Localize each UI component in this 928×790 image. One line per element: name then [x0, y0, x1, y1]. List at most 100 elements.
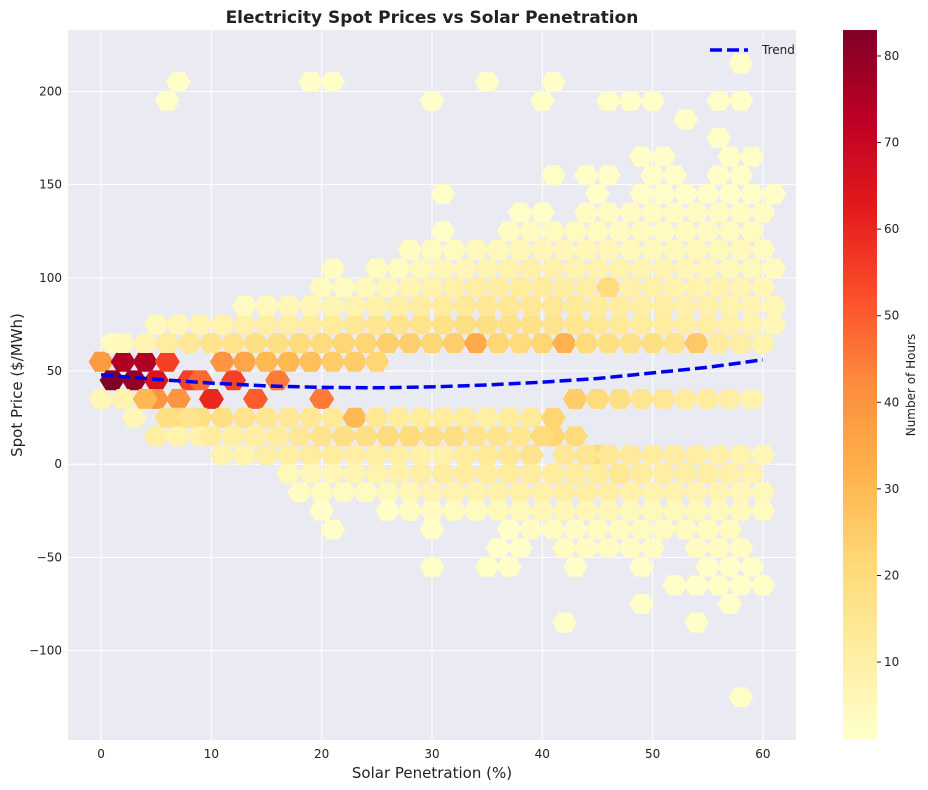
hexbin-cell: [673, 295, 699, 316]
hexbin-cell: [684, 239, 710, 260]
hexbin-cell: [585, 221, 610, 242]
hexbin-cell: [320, 407, 346, 428]
hexbin-cell: [386, 407, 412, 428]
hexbin-cell: [386, 295, 412, 316]
hexbin-cell: [507, 202, 533, 223]
hexbin-cell: [629, 258, 655, 279]
hexbin-cell: [452, 295, 478, 316]
hexbin-cell: [320, 295, 346, 316]
hexbin-cell: [298, 295, 324, 316]
hexbin-cell: [353, 277, 379, 298]
hexbin-cell: [496, 314, 522, 335]
hexbin-cell: [673, 519, 699, 540]
hexbin-cell: [562, 295, 588, 316]
hexbin-cell: [728, 687, 754, 708]
hexbin-cell: [706, 482, 732, 503]
hexbin-cell: [496, 221, 522, 242]
hexbin-cell: [529, 239, 555, 260]
x-tick-label: 40: [535, 747, 550, 761]
hexbin-cell: [452, 258, 478, 279]
hexbin-cell: [585, 519, 610, 540]
hexbin-cell: [684, 575, 710, 596]
hexbin-cell: [485, 333, 511, 353]
hexbin-cell: [640, 202, 666, 223]
hexbin-cell: [596, 482, 621, 503]
hexbin-cell: [750, 202, 776, 223]
hexbin-cell: [397, 426, 423, 447]
hexbin-cell: [419, 426, 445, 447]
hexbin-cell: [254, 295, 279, 316]
hexbin-cell: [695, 295, 721, 316]
hexbin-cell: [551, 538, 577, 558]
hexbin-cell: [562, 314, 588, 335]
hexbin-cell: [717, 519, 743, 540]
hexbin-cell: [364, 351, 390, 372]
hexbin-cell: [298, 351, 324, 372]
hexbin-cell: [673, 463, 699, 484]
hexbin-cell: [540, 72, 566, 93]
hexbin-cell: [419, 90, 445, 111]
hexbin-cell: [640, 482, 666, 503]
hexbin-cell: [496, 407, 522, 428]
hexbin-cell: [276, 295, 302, 316]
hexbin-cell: [750, 575, 776, 596]
hexbin-cell: [717, 295, 743, 316]
hexbin-cell: [695, 556, 721, 577]
hexbin-cell: [364, 295, 390, 316]
hexbin-cell: [629, 295, 655, 316]
hexbin-cell: [529, 202, 555, 223]
hexbin-cell: [452, 407, 478, 428]
hexbin-cell: [320, 351, 346, 372]
hexbin-cell: [673, 184, 699, 204]
hexbin-cell: [761, 184, 787, 204]
hexbin-cell: [629, 146, 655, 167]
hexbin-cell: [728, 500, 754, 521]
hexbin-cell: [695, 184, 721, 204]
hexbin-cell: [276, 351, 302, 372]
hexbin-cell: [342, 444, 368, 465]
hexbin-cell: [640, 538, 666, 558]
hexbin-cell: [419, 277, 445, 298]
hexbin-cell: [320, 258, 346, 279]
hexbin-cell: [540, 407, 566, 428]
hexbin-cell: [198, 426, 224, 447]
hexbin-cell: [529, 482, 555, 503]
colorbar-tick-label: 20: [884, 568, 899, 582]
hexbin-cell: [463, 333, 489, 353]
hexbin-cell: [618, 277, 643, 298]
hexbin-cell: [165, 389, 191, 409]
hexbin-cell: [187, 314, 213, 335]
hexbin-cell: [750, 239, 776, 260]
hexbin-cell: [298, 314, 324, 335]
hexbin-cell: [353, 426, 379, 447]
hexbin-cell: [232, 295, 257, 316]
hexbin-cell: [243, 389, 268, 409]
hexbin-cell: [375, 500, 401, 521]
hexbin-cell: [364, 444, 390, 465]
hexbin-cell: [562, 389, 588, 409]
hexbin-cell: [684, 333, 710, 353]
hexbin-cell: [551, 482, 577, 503]
hexbin-cell: [496, 519, 522, 540]
hexbin-cell: [485, 538, 511, 558]
hexbin-cell: [717, 221, 743, 242]
hexbin-cell: [551, 612, 577, 633]
hexbin-cell: [419, 333, 445, 353]
hexbin-cell: [287, 426, 313, 447]
hexbin-cell: [540, 314, 566, 335]
hexbin-cell: [88, 389, 114, 409]
hexbin-cell: [717, 463, 743, 484]
hexbin-cell: [695, 258, 721, 279]
hexbin-cell: [474, 72, 500, 93]
hexbin-cell: [684, 500, 710, 521]
hexbin-cell: [739, 184, 765, 204]
hexbin-cell: [629, 221, 655, 242]
hexbin-cell: [441, 333, 467, 353]
hexbin-cell: [651, 463, 677, 484]
hexbin-cell: [143, 314, 169, 335]
hexbin-cell: [573, 444, 599, 465]
hexbin-cell: [618, 500, 643, 521]
hexbin-cell: [496, 463, 522, 484]
hexbin-cell: [618, 482, 643, 503]
hexbin-cell: [706, 575, 732, 596]
